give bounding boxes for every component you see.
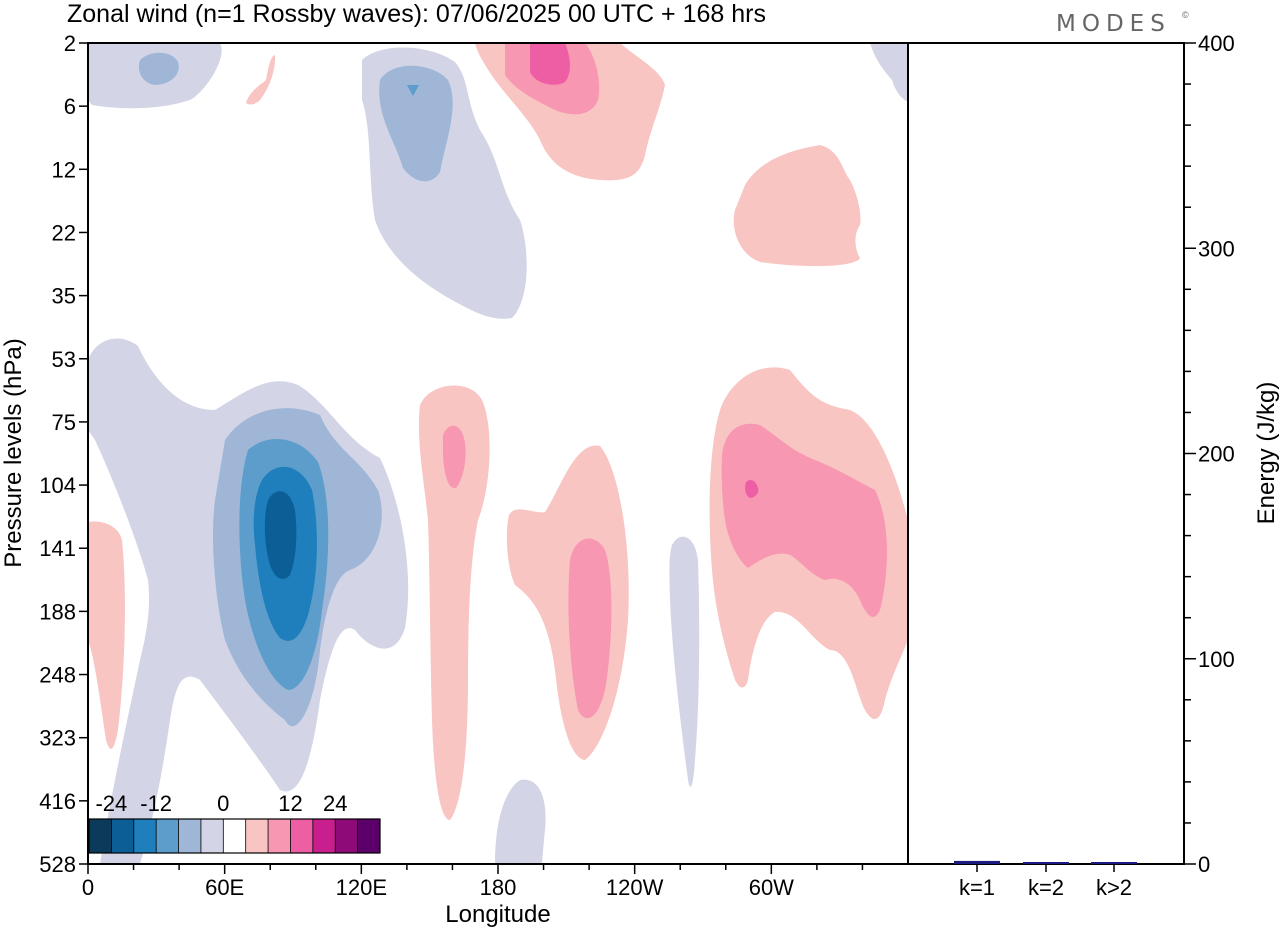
heatmap-plot bbox=[87, 42, 909, 865]
colorbar-swatch bbox=[312, 819, 336, 853]
contour-neg-20-main bbox=[264, 491, 297, 579]
colorbar-swatch bbox=[245, 819, 269, 853]
energy-bar bbox=[954, 860, 1000, 864]
contour-neg-8-upper bbox=[379, 65, 453, 182]
colorbar-label: 12 bbox=[278, 791, 302, 816]
y-tick-label: 416 bbox=[39, 789, 76, 814]
x-tick-label: 120E bbox=[336, 875, 387, 900]
contour-pos-12-right bbox=[745, 480, 759, 498]
contour-neg-8-topleft bbox=[138, 52, 179, 85]
x-tick-label: 60W bbox=[749, 875, 794, 900]
energy-bar bbox=[1091, 862, 1137, 864]
x-tick-label: 120W bbox=[606, 875, 664, 900]
x-tick-label: 60E bbox=[205, 875, 244, 900]
y-tick-label: 22 bbox=[52, 220, 76, 245]
contour-neg-4-topright bbox=[870, 43, 908, 102]
y-tick-label: 248 bbox=[39, 663, 76, 688]
colorbar-label: 0 bbox=[217, 791, 229, 816]
contour-neg-4-260 bbox=[669, 536, 700, 787]
y-tick-label: 12 bbox=[52, 157, 76, 182]
colorbar-swatch bbox=[156, 819, 179, 853]
y-tick-label: 141 bbox=[39, 536, 76, 561]
energy-tick-label: 400 bbox=[1198, 31, 1235, 56]
y-tick-label: 53 bbox=[52, 347, 76, 372]
colorbar: -24 -12 0 12 24 bbox=[88, 791, 381, 854]
y-tick-label: 6 bbox=[64, 94, 76, 119]
colorbar-swatch bbox=[357, 819, 381, 853]
pressure-axis: 2 6 12 22 35 53 75 104 141 188 248 323 416 528 bbox=[39, 31, 88, 877]
y-axis-label: Pressure levels (hPa) bbox=[0, 338, 27, 567]
x-tick-label: 0 bbox=[82, 875, 94, 900]
energy-axis-label: Energy (J/kg) bbox=[1253, 382, 1280, 525]
energy-category-label: k=2 bbox=[1028, 875, 1064, 900]
contour-pos-4-topleft bbox=[246, 55, 276, 105]
bar-panel-frame bbox=[907, 42, 1185, 865]
colorbar-swatch bbox=[335, 819, 359, 853]
colorbar-label: -24 bbox=[95, 791, 127, 816]
contour-neg-12-upper bbox=[407, 85, 419, 96]
y-tick-label: 2 bbox=[64, 31, 76, 56]
energy-bar-panel: 0 100 200 300 400 k=1 k=2 k>2 bbox=[907, 31, 1235, 900]
contour-pos-8-160 bbox=[443, 425, 466, 489]
y-tick-label: 35 bbox=[52, 284, 76, 309]
colorbar-swatch bbox=[178, 819, 202, 853]
energy-tick-label: 200 bbox=[1198, 442, 1235, 467]
colorbar-swatch bbox=[290, 819, 314, 853]
modes-logo-mark: © bbox=[1182, 10, 1189, 20]
contour-pos-12-topcenter bbox=[530, 43, 570, 85]
chart-title: Zonal wind (n=1 Rossby waves): 07/06/202… bbox=[67, 0, 766, 28]
contour-pos-8-220 bbox=[568, 538, 612, 719]
contour-pos-4-upper-right bbox=[733, 145, 861, 267]
contour-pos-4-160 bbox=[418, 385, 490, 820]
colorbar-label: 24 bbox=[323, 791, 347, 816]
y-tick-label: 528 bbox=[39, 852, 76, 877]
colorbar-swatch bbox=[89, 819, 112, 853]
x-tick-label: 180 bbox=[480, 875, 517, 900]
energy-tick-label: 300 bbox=[1198, 236, 1235, 261]
y-tick-label: 104 bbox=[39, 473, 76, 498]
x-axis-label: Longitude bbox=[445, 901, 550, 928]
colorbar-swatch bbox=[133, 819, 157, 853]
energy-tick-label: 100 bbox=[1198, 647, 1235, 672]
longitude-axis: 0 60E 120E 180 120W 60W bbox=[82, 864, 864, 900]
energy-category-label: k=1 bbox=[959, 875, 995, 900]
energy-tick-label: 0 bbox=[1198, 852, 1210, 877]
colorbar-label: -12 bbox=[140, 791, 172, 816]
y-tick-label: 75 bbox=[52, 410, 76, 435]
contour-neg-4-bottom bbox=[495, 779, 546, 864]
colorbar-swatch bbox=[111, 819, 135, 853]
y-tick-label: 188 bbox=[39, 599, 76, 624]
energy-category-label: k>2 bbox=[1096, 875, 1132, 900]
colorbar-swatch bbox=[223, 819, 247, 853]
modes-logo: MODES bbox=[1056, 11, 1171, 37]
colorbar-swatch bbox=[200, 819, 224, 853]
contour-pos-4-left bbox=[88, 521, 125, 749]
y-tick-label: 323 bbox=[39, 726, 76, 751]
contour-pos-8-right bbox=[721, 423, 887, 617]
colorbar-frame bbox=[88, 818, 381, 854]
colorbar-swatch bbox=[268, 819, 291, 853]
energy-bar bbox=[1023, 862, 1069, 864]
contour-fields bbox=[88, 43, 908, 864]
